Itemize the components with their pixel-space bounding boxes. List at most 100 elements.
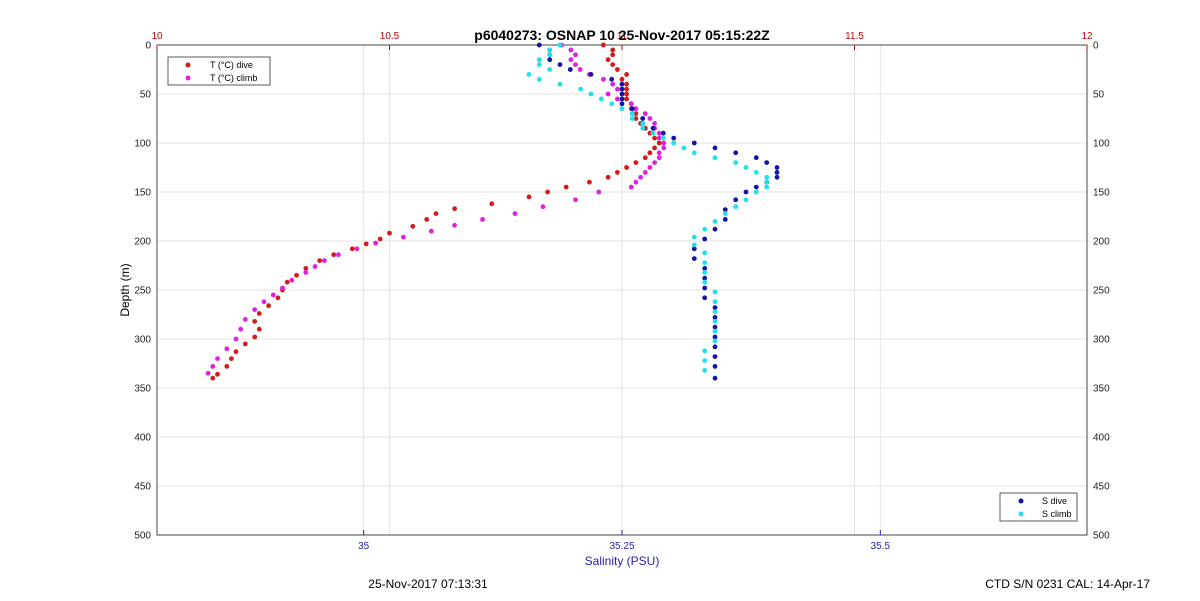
point-t-c-dive bbox=[605, 57, 611, 63]
point-t-c-climb bbox=[224, 346, 230, 352]
point-s-climb bbox=[691, 242, 697, 248]
point-t-c-climb bbox=[480, 217, 485, 222]
sal-tick-label: 35 bbox=[358, 541, 370, 552]
point-s-dive bbox=[712, 145, 718, 151]
point-t-c-climb bbox=[605, 91, 611, 97]
point-s-climb bbox=[722, 211, 728, 217]
point-t-c-climb bbox=[615, 96, 620, 102]
point-s-climb bbox=[743, 165, 749, 170]
point-s-dive bbox=[609, 76, 615, 82]
point-t-c-climb bbox=[336, 252, 341, 258]
point-s-dive bbox=[619, 81, 625, 87]
point-s-dive bbox=[702, 275, 708, 281]
point-t-c-dive bbox=[601, 42, 606, 48]
point-s-climb bbox=[619, 106, 625, 112]
point-t-c-dive bbox=[633, 116, 639, 121]
point-t-c-dive bbox=[624, 91, 629, 97]
point-s-climb bbox=[526, 72, 532, 77]
point-t-c-dive bbox=[377, 236, 383, 242]
point-t-c-climb bbox=[573, 197, 578, 203]
point-s-dive bbox=[743, 189, 749, 195]
point-t-c-climb bbox=[656, 150, 662, 156]
point-t-c-dive bbox=[331, 252, 337, 258]
point-t-c-climb bbox=[652, 160, 657, 166]
point-t-c-dive bbox=[210, 375, 216, 381]
legend-label-t-dive: T (°C) dive bbox=[210, 60, 253, 70]
point-s-dive bbox=[712, 364, 718, 369]
point-t-c-climb bbox=[568, 47, 574, 53]
point-t-c-climb bbox=[573, 52, 578, 58]
temp-tick-label: 11 bbox=[617, 31, 628, 42]
point-s-dive bbox=[619, 86, 625, 92]
point-t-c-dive bbox=[624, 96, 629, 102]
point-s-climb bbox=[733, 204, 739, 210]
point-s-climb bbox=[702, 358, 708, 363]
point-s-dive bbox=[774, 170, 780, 175]
point-s-climb bbox=[753, 170, 759, 175]
point-s-climb bbox=[702, 368, 708, 373]
axis-ticks: 0 0 50 50 100 100 150 150 200 200 250 250 300 300 350 3… bbox=[134, 31, 1110, 552]
chart-title: p6040273: OSNAP 10 25-Nov-2017 05:15:22Z bbox=[474, 27, 770, 43]
point-t-c-dive bbox=[545, 189, 550, 195]
point-s-dive bbox=[712, 324, 718, 330]
point-t-c-climb bbox=[322, 258, 327, 263]
point-t-c-dive bbox=[489, 201, 495, 207]
point-t-c-dive bbox=[256, 326, 262, 332]
point-t-c-climb bbox=[610, 81, 616, 87]
point-t-c-dive bbox=[266, 303, 271, 309]
point-s-climb bbox=[640, 121, 646, 126]
point-t-c-dive bbox=[224, 364, 230, 369]
point-t-c-climb bbox=[373, 240, 378, 246]
point-t-c-climb bbox=[238, 326, 244, 332]
point-t-c-dive bbox=[294, 272, 299, 278]
point-t-c-climb bbox=[596, 189, 602, 195]
point-s-dive bbox=[640, 116, 646, 121]
point-s-dive bbox=[702, 236, 708, 242]
point-s-dive bbox=[702, 266, 708, 271]
point-t-c-dive bbox=[252, 319, 258, 324]
point-s-dive bbox=[547, 57, 553, 63]
point-s-climb bbox=[712, 299, 718, 305]
point-s-dive bbox=[691, 256, 697, 261]
point-t-c-climb bbox=[303, 270, 309, 275]
point-t-c-dive bbox=[624, 165, 629, 170]
point-t-c-climb bbox=[577, 67, 583, 72]
y-tick-label-left: 350 bbox=[134, 384, 151, 395]
point-s-dive bbox=[712, 334, 718, 340]
point-t-c-climb bbox=[252, 307, 258, 312]
point-s-climb bbox=[743, 197, 749, 203]
point-t-c-climb bbox=[638, 174, 643, 180]
point-t-c-climb bbox=[452, 222, 457, 228]
point-s-climb bbox=[702, 226, 708, 232]
point-s-climb bbox=[547, 47, 553, 53]
point-s-climb bbox=[691, 234, 697, 240]
point-t-c-dive bbox=[424, 217, 430, 222]
point-s-dive bbox=[536, 42, 542, 48]
point-t-c-climb bbox=[512, 211, 518, 217]
point-t-c-dive bbox=[256, 311, 262, 316]
point-t-c-climb bbox=[656, 155, 662, 161]
y-tick-label-left: 500 bbox=[134, 531, 151, 542]
point-t-c-climb bbox=[568, 57, 574, 63]
point-s-dive bbox=[774, 165, 780, 170]
point-t-c-dive bbox=[615, 67, 620, 72]
point-t-c-climb bbox=[656, 130, 662, 136]
point-t-c-dive bbox=[642, 155, 648, 161]
point-s-climb bbox=[753, 189, 759, 195]
point-s-dive bbox=[712, 354, 718, 359]
point-s-climb bbox=[629, 116, 635, 121]
footer-timestamp: 25-Nov-2017 07:13:31 bbox=[368, 577, 488, 591]
point-s-dive bbox=[691, 246, 697, 252]
temp-tick-label: 11.5 bbox=[845, 31, 864, 42]
temperature-legend-box bbox=[167, 56, 271, 86]
salinity-legend: S dive S climb bbox=[999, 492, 1078, 522]
y-tick-label-right: 300 bbox=[1093, 335, 1110, 346]
point-t-c-climb bbox=[401, 234, 406, 240]
point-t-c-dive bbox=[275, 295, 281, 301]
point-s-climb bbox=[588, 91, 594, 97]
point-t-c-dive bbox=[610, 52, 616, 58]
point-t-c-dive bbox=[349, 246, 355, 252]
point-s-climb bbox=[629, 111, 635, 116]
point-s-climb bbox=[536, 62, 542, 67]
point-t-c-climb bbox=[573, 62, 578, 67]
